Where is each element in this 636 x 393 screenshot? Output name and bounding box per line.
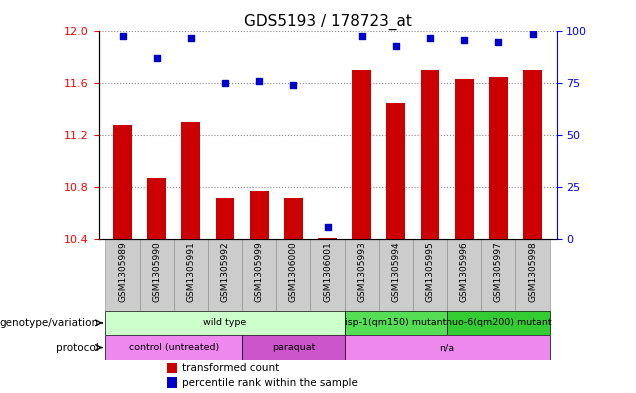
Bar <box>181 122 200 239</box>
Text: wild type: wild type <box>204 318 247 327</box>
Text: GSM1305989: GSM1305989 <box>118 241 127 302</box>
Text: GSM1306000: GSM1306000 <box>289 241 298 302</box>
Bar <box>345 239 379 310</box>
Bar <box>481 239 516 310</box>
Point <box>494 39 504 45</box>
Bar <box>106 310 345 335</box>
Bar <box>106 335 242 360</box>
Bar <box>318 238 337 239</box>
Bar <box>310 239 345 310</box>
Bar <box>139 239 174 310</box>
Point <box>425 35 435 41</box>
Bar <box>216 198 235 239</box>
Bar <box>167 363 177 373</box>
Bar <box>420 70 439 239</box>
Bar <box>284 198 303 239</box>
Text: GSM1305993: GSM1305993 <box>357 241 366 302</box>
Bar <box>455 79 474 239</box>
Point <box>118 33 128 39</box>
Text: GSM1305998: GSM1305998 <box>528 241 537 302</box>
Text: isp-1(qm150) mutant: isp-1(qm150) mutant <box>345 318 446 327</box>
Text: protocol: protocol <box>56 343 99 353</box>
Text: percentile rank within the sample: percentile rank within the sample <box>182 378 358 387</box>
Point <box>151 55 162 62</box>
Point <box>220 80 230 86</box>
Bar <box>242 239 276 310</box>
Bar <box>345 335 550 360</box>
Text: genotype/variation: genotype/variation <box>0 318 99 328</box>
Bar <box>276 239 310 310</box>
Bar <box>352 70 371 239</box>
Text: GSM1305995: GSM1305995 <box>425 241 434 302</box>
Text: GSM1306001: GSM1306001 <box>323 241 332 302</box>
Point <box>322 224 333 230</box>
Text: nuo-6(qm200) mutant: nuo-6(qm200) mutant <box>446 318 551 327</box>
Bar <box>106 239 139 310</box>
Point <box>254 78 265 84</box>
Bar <box>250 191 268 239</box>
Point <box>186 35 196 41</box>
Text: GSM1305991: GSM1305991 <box>186 241 195 302</box>
Text: GSM1305990: GSM1305990 <box>152 241 161 302</box>
Bar <box>242 335 345 360</box>
Text: control (untreated): control (untreated) <box>128 343 219 352</box>
Point <box>459 37 469 43</box>
Bar <box>447 310 550 335</box>
Text: GSM1305999: GSM1305999 <box>254 241 264 302</box>
Bar <box>345 310 447 335</box>
Bar <box>387 103 405 239</box>
Bar <box>447 239 481 310</box>
Bar <box>523 70 542 239</box>
Text: GSM1305996: GSM1305996 <box>460 241 469 302</box>
Bar <box>489 77 508 239</box>
Title: GDS5193 / 178723_at: GDS5193 / 178723_at <box>244 14 411 30</box>
Point <box>391 43 401 49</box>
Bar <box>174 239 208 310</box>
Point <box>357 33 367 39</box>
Point <box>527 30 537 37</box>
Point <box>288 82 298 88</box>
Bar <box>167 377 177 387</box>
Text: paraquat: paraquat <box>272 343 315 352</box>
Bar <box>379 239 413 310</box>
Text: GSM1305997: GSM1305997 <box>494 241 503 302</box>
Bar <box>516 239 550 310</box>
Bar <box>148 178 166 239</box>
Text: n/a: n/a <box>439 343 455 352</box>
Bar <box>113 125 132 239</box>
Text: transformed count: transformed count <box>182 363 279 373</box>
Bar <box>208 239 242 310</box>
Bar <box>413 239 447 310</box>
Text: GSM1305994: GSM1305994 <box>391 241 401 302</box>
Text: GSM1305992: GSM1305992 <box>221 241 230 302</box>
